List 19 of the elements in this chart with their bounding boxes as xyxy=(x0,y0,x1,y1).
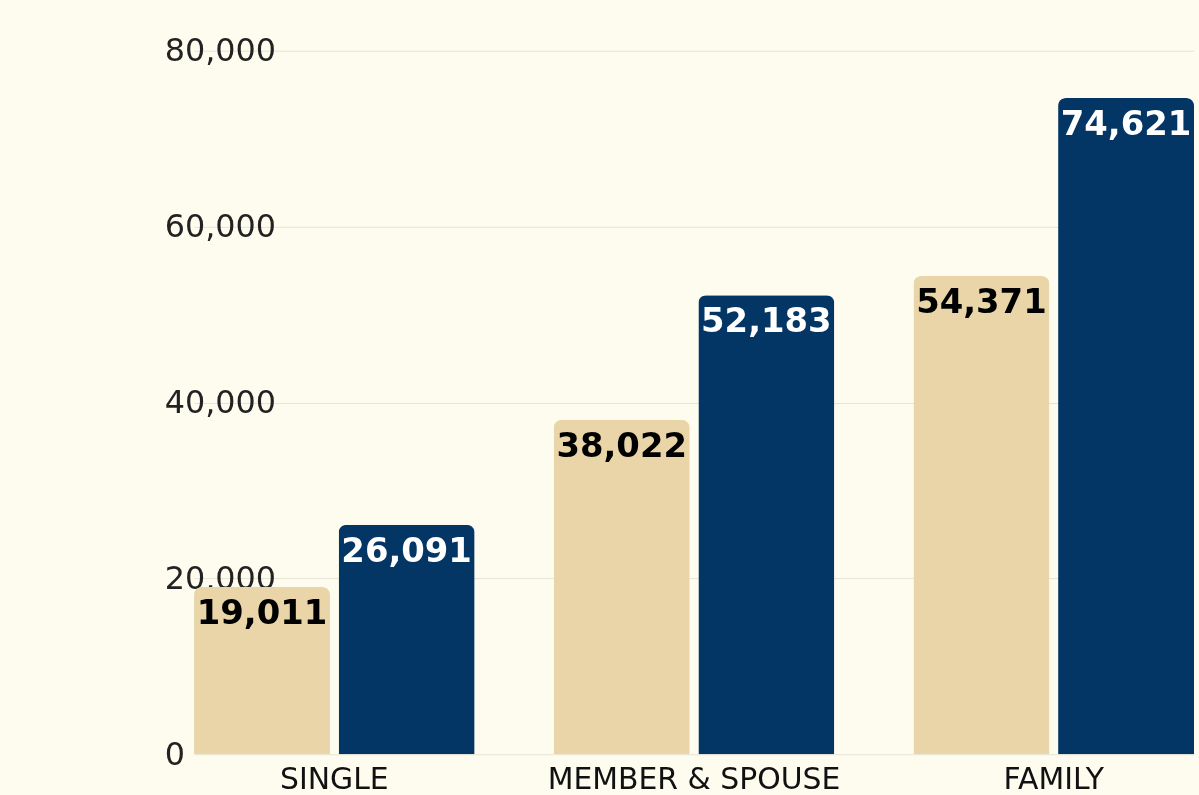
bar xyxy=(698,295,835,755)
bar xyxy=(553,419,690,755)
data-label: 54,371 xyxy=(916,281,1047,321)
data-label: 19,011 xyxy=(196,592,328,632)
x-tick-label: MEMBER & SPOUSE xyxy=(547,760,841,795)
bar xyxy=(913,276,1050,755)
data-label: 26,091 xyxy=(341,530,472,570)
bar xyxy=(338,524,475,755)
bar xyxy=(194,587,330,755)
data-label: 74,621 xyxy=(1060,103,1192,143)
y-tick-label: 0 xyxy=(164,734,185,773)
y-tick-label: 40,000 xyxy=(164,382,277,421)
bar xyxy=(1058,98,1195,755)
data-label: 52,183 xyxy=(701,301,832,341)
x-tick-label: SINGLE xyxy=(279,760,389,795)
data-label: 38,022 xyxy=(556,425,687,465)
y-tick-label: 60,000 xyxy=(164,207,277,246)
y-tick-label: 80,000 xyxy=(164,31,277,70)
x-tick-label: FAMILY xyxy=(1003,760,1105,795)
